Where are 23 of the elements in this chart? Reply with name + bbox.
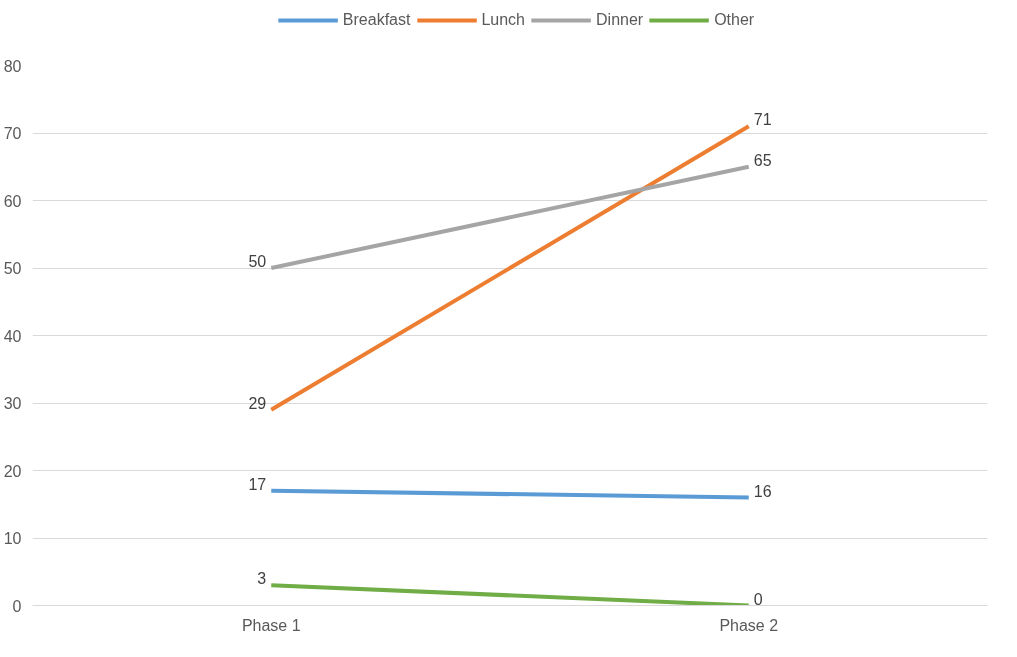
y-tick-label: 70 bbox=[3, 125, 22, 142]
data-label: 16 bbox=[753, 482, 772, 500]
y-tick-label: 0 bbox=[12, 597, 22, 615]
x-tick-label: Phase 2 bbox=[719, 616, 779, 634]
y-tick-label: 60 bbox=[3, 192, 22, 210]
data-label: 71 bbox=[753, 111, 772, 129]
data-label: 65 bbox=[753, 151, 772, 169]
data-label: 29 bbox=[248, 394, 267, 412]
y-tick-label: 10 bbox=[3, 530, 22, 547]
legend-label: Breakfast bbox=[342, 11, 411, 29]
y-tick-label: 20 bbox=[3, 462, 22, 480]
legend-label: Other bbox=[714, 11, 755, 29]
legend-label: Dinner bbox=[596, 11, 644, 29]
y-tick-label: 40 bbox=[3, 327, 22, 345]
y-tick-label: 50 bbox=[3, 260, 22, 277]
y-tick-label: 80 bbox=[3, 57, 22, 75]
data-label: 3 bbox=[257, 570, 267, 588]
data-label: 17 bbox=[248, 475, 267, 493]
data-label: 0 bbox=[753, 590, 763, 608]
data-label: 50 bbox=[248, 253, 267, 270]
legend-label: Lunch bbox=[481, 11, 526, 29]
y-tick-label: 30 bbox=[3, 395, 22, 412]
x-tick-label: Phase 1 bbox=[241, 616, 301, 634]
